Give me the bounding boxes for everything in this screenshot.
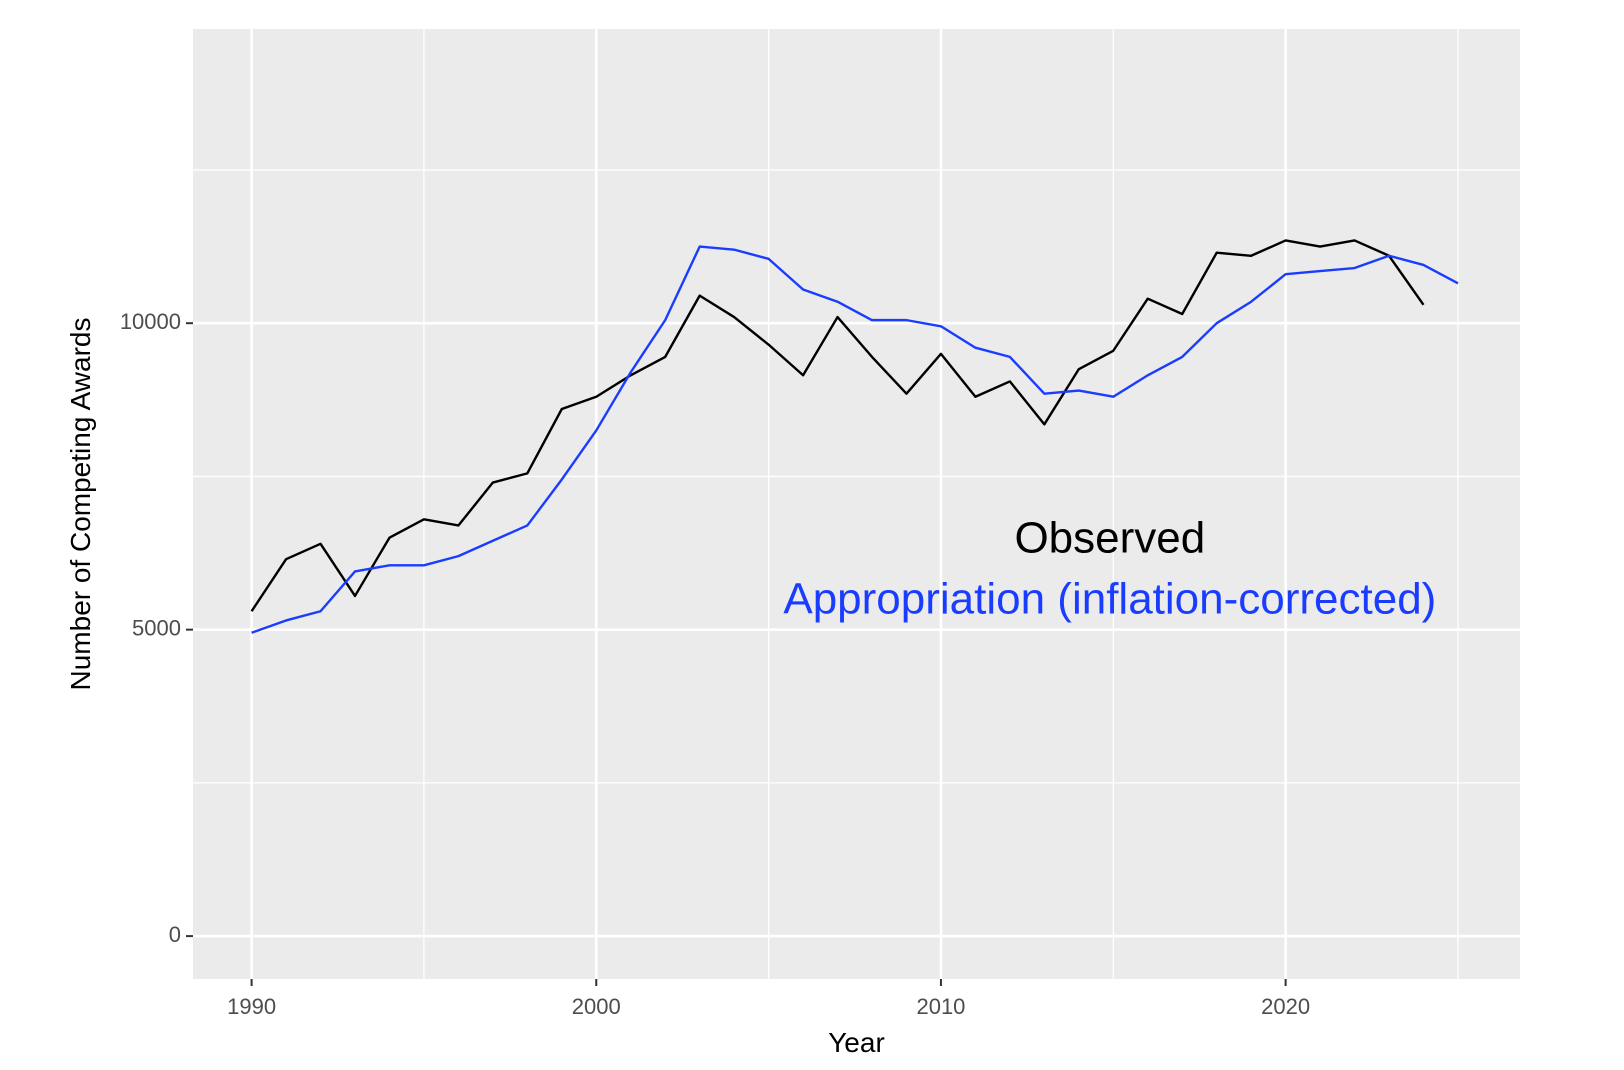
plot-panel [193, 29, 1520, 979]
y-axis: 0 5000 10000 [120, 309, 193, 947]
series-line-1 [250, 239, 1425, 612]
x-tick-label: 1990 [227, 994, 276, 1019]
x-tick-label: 2020 [1261, 994, 1310, 1019]
annotation-layer: Observed Appropriation (inflation-correct… [783, 513, 1436, 623]
x-tick-label: 2000 [572, 994, 621, 1019]
y-tick-label: 0 [169, 922, 181, 947]
annotation-label-2: Appropriation (inflation-corrected) [783, 575, 1436, 624]
minor-gridlines [193, 29, 1520, 979]
y-axis-title: Number of Competing Awards [65, 318, 96, 691]
series-line-2 [251, 245, 1459, 634]
x-axis-title: Year [828, 1027, 885, 1058]
y-tick-label: 5000 [132, 615, 181, 640]
major-gridlines [193, 29, 1520, 979]
x-tick-label: 2010 [916, 994, 965, 1019]
x-axis: 1990 2000 2010 2020 [227, 979, 1310, 1019]
series-layer [250, 239, 1459, 634]
y-tick-label: 10000 [120, 309, 181, 334]
annotation-label-1: Observed [1014, 513, 1205, 562]
